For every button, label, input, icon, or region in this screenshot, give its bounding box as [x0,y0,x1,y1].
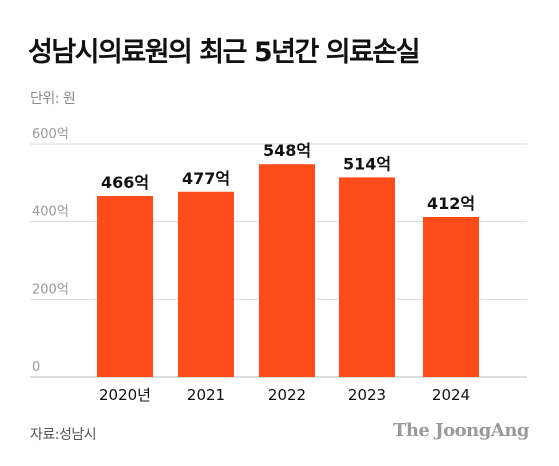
x-tick-labels: 2020년 2021 2022 2023 2024 [99,386,470,404]
x-tick-label: 2023 [348,386,386,404]
y-tick-label: 200억 [32,282,69,297]
data-label: 514억 [343,154,391,173]
data-labels: 466억 477억 548억 514억 412억 [101,141,475,213]
y-tick-label: 400억 [32,205,69,220]
y-tick-label: 600억 [32,127,69,142]
publisher-logo: The JoongAng [392,420,530,441]
bar [97,196,153,377]
source-note: 자료:성남시 [30,427,97,443]
y-tick-label: 0 [32,360,40,375]
data-label: 466억 [101,173,149,192]
x-tick-label: 2024 [432,386,470,404]
data-label: 548억 [263,141,311,160]
bars [97,164,479,377]
x-tick-label: 2022 [268,386,306,404]
x-tick-label: 2021 [187,386,225,404]
x-tick-label: 2020년 [99,386,151,404]
data-label: 477억 [182,169,230,188]
data-label: 412억 [427,194,475,213]
chart-title: 성남시의료원의 최근 5년간 의료손실 [28,37,421,68]
bar [259,164,315,377]
bar [423,217,479,377]
bar-chart: 0 200억 400억 600억 466억 477억 548억 514억 412억 2020년… [30,127,527,404]
bar [178,191,234,377]
unit-note: 단위: 원 [30,91,76,107]
y-tick-labels: 0 200억 400억 600억 [32,127,69,375]
bar [339,177,395,377]
